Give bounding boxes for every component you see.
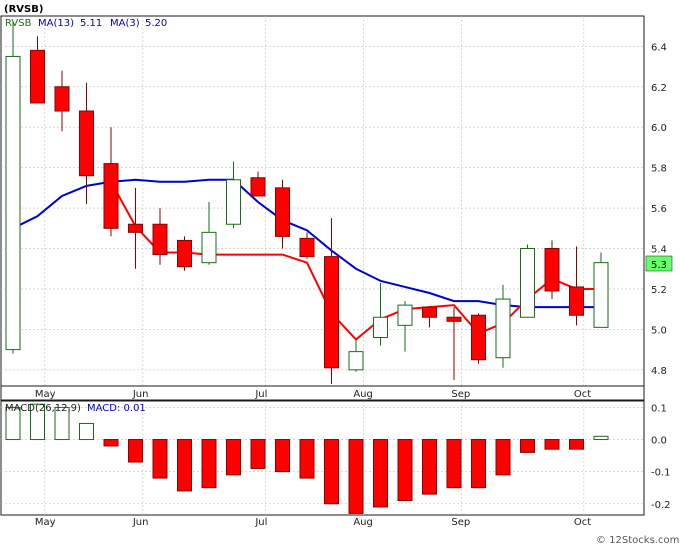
macd-bar-negative xyxy=(103,439,119,447)
candle-down xyxy=(103,163,119,229)
candle-down xyxy=(54,86,70,112)
price-gridlines xyxy=(1,16,644,386)
macd-tick-label: 0.1 xyxy=(651,403,667,414)
x-tick-label: May xyxy=(35,517,56,528)
candle-down xyxy=(152,223,168,256)
candle-down xyxy=(544,248,560,292)
price-tick-label: 4.8 xyxy=(651,366,667,377)
x-tick-label: Oct xyxy=(574,389,591,400)
macd-bar-negative xyxy=(250,439,266,469)
candle-down xyxy=(177,239,192,268)
macd-bar-negative xyxy=(569,439,584,450)
macd-bar-negative xyxy=(495,439,511,476)
price-y-axis: 4.8 5.0 5.2 5.4 5.6 5.8 6.0 6.2 6.4 xyxy=(651,42,667,376)
x-axis-labels-bottom: May Jun Jul Aug Sep Oct xyxy=(35,517,591,528)
macd-bar-negative xyxy=(373,439,388,508)
x-axis-band xyxy=(0,385,645,401)
x-tick-label: Oct xyxy=(574,517,591,528)
macd-tick-label: -0.1 xyxy=(651,468,671,479)
legend-ma13-label: MA(13) xyxy=(38,18,74,29)
candle-down xyxy=(128,223,143,233)
legend-ma3-value: 5.20 xyxy=(145,18,167,29)
macd-bar-negative xyxy=(201,439,217,489)
macd-y-axis: 0.1 0.0 -0.1 -0.2 xyxy=(651,403,671,510)
macd-bar-negative xyxy=(226,439,241,476)
chart-title: (RVSB) xyxy=(4,4,43,15)
macd-bar-positive xyxy=(593,435,609,441)
macd-bar-negative xyxy=(348,439,364,514)
macd-legend-label: MACD(26,12,9) xyxy=(5,403,81,414)
macd-bar-negative xyxy=(397,439,413,502)
candle-up xyxy=(5,55,21,351)
candle-up xyxy=(373,316,388,338)
price-tick-label: 6.0 xyxy=(651,123,667,134)
x-tick-label: Aug xyxy=(353,517,373,528)
macd-legend-value: MACD: 0.01 xyxy=(87,403,146,414)
last-price-tag-bg xyxy=(645,255,673,272)
macd-bar-negative xyxy=(520,439,535,453)
macd-tick-label: 0.0 xyxy=(651,436,667,447)
price-panel: 4.85.05.25.45.65.86.06.26.4 RVSB MA(13) … xyxy=(0,15,673,387)
x-tick-label: Jul xyxy=(254,389,267,400)
macd-histogram xyxy=(5,403,609,514)
price-panel-frame xyxy=(0,15,645,387)
candle-down xyxy=(569,286,584,316)
x-tick-label: Aug xyxy=(353,389,373,400)
candle-up xyxy=(593,262,609,328)
macd-bar-negative xyxy=(275,439,290,473)
macd-bar-negative xyxy=(324,439,339,505)
macd-bar-positive xyxy=(5,406,21,441)
macd-bar-positive xyxy=(30,403,45,441)
macd-bar-negative xyxy=(152,439,168,479)
macd-panel-frame xyxy=(0,400,645,516)
macd-bar-negative xyxy=(128,439,143,463)
candle-down xyxy=(30,49,45,104)
candle-down xyxy=(299,237,315,258)
macd-bar-negative xyxy=(177,439,192,492)
candle-up xyxy=(397,304,413,326)
candle-up xyxy=(201,231,217,264)
candle-up xyxy=(226,179,241,225)
last-price-tag: 5.3 xyxy=(651,260,667,271)
price-tick-label: 5.4 xyxy=(651,245,667,256)
watermark: © 12Stocks.com xyxy=(596,535,679,546)
price-tick-label: 5.2 xyxy=(651,285,667,296)
x-tick-label: Sep xyxy=(451,389,470,400)
macd-bar-negative xyxy=(446,439,462,489)
macd-bar-negative xyxy=(544,439,560,450)
x-axis-labels-top: May Jun Jul Aug Sep Oct xyxy=(35,389,591,400)
macd-tick-label: -0.2 xyxy=(651,500,671,511)
candle-down xyxy=(422,306,437,318)
price-tick-label: 5.6 xyxy=(651,204,667,215)
x-tick-label: Sep xyxy=(451,517,470,528)
macd-bar-positive xyxy=(54,406,70,441)
price-tick-label: 6.2 xyxy=(651,83,667,94)
x-tick-label: May xyxy=(35,389,56,400)
candle-down xyxy=(250,177,266,197)
candle-up xyxy=(495,298,511,359)
x-tick-label: Jun xyxy=(132,389,149,400)
price-tick-label: 5.8 xyxy=(651,164,667,175)
candle-down xyxy=(471,314,486,361)
macd-bar-positive xyxy=(79,422,94,441)
x-tick-label: Jun xyxy=(132,517,149,528)
macd-bar-negative xyxy=(299,439,315,479)
candlesticks xyxy=(5,22,609,384)
x-tick-label: Jul xyxy=(254,517,267,528)
legend-ma13-value: 5.11 xyxy=(80,18,102,29)
macd-bar-negative xyxy=(422,439,437,495)
candle-down xyxy=(324,256,339,369)
candle-up xyxy=(520,248,535,318)
candle-up xyxy=(348,351,364,371)
candle-down xyxy=(446,316,462,322)
macd-panel: 0.1 0.0 -0.1 -0.2 MACD(26,12,9) MACD: 0.01 xyxy=(0,400,671,516)
legend-ma3-label: MA(3) xyxy=(110,18,140,29)
price-tick-label: 5.0 xyxy=(651,325,667,336)
candle-down xyxy=(275,187,290,237)
legend-symbol: RVSB xyxy=(5,18,32,29)
macd-bar-negative xyxy=(471,439,486,489)
candle-down xyxy=(79,110,94,177)
price-tick-label: 6.4 xyxy=(651,42,667,53)
